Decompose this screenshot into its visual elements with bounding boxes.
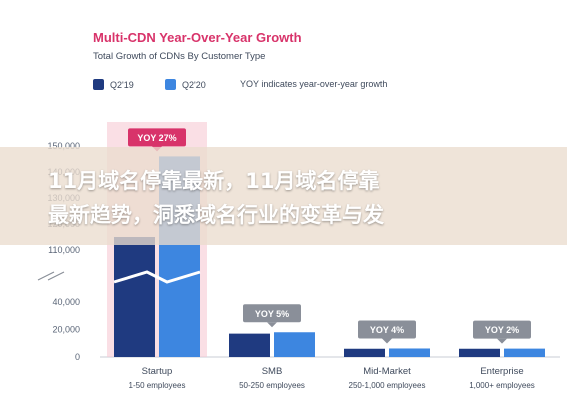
- y-tick-label: 150,000: [47, 141, 80, 151]
- yoy-label: YOY 5%: [255, 309, 289, 319]
- overlay-title-line1: 11月域名停靠最新，11月域名停靠: [48, 169, 380, 193]
- bar-q220: [274, 332, 315, 357]
- category-sublabel: 1,000+ employees: [469, 381, 535, 390]
- yoy-badge: [128, 128, 186, 147]
- category-label: Startup: [142, 366, 173, 377]
- yoy-badge-pointer: [497, 338, 507, 344]
- category-label: Enterprise: [480, 366, 523, 377]
- yoy-badge: [243, 304, 301, 323]
- bar-q220: [504, 348, 545, 357]
- bar-q220: [389, 348, 430, 357]
- legend-q219-label: Q2'19: [110, 79, 134, 90]
- category-sublabel: 50-250 employees: [239, 381, 305, 390]
- yoy-badge-pointer: [382, 338, 392, 344]
- y-tick-label: 20,000: [52, 325, 80, 335]
- overlay-title-line2: 最新趋势，洞悉域名行业的变革与发: [48, 203, 384, 227]
- overlay-title: 11月域名停靠最新，11月域名停靠 最新趋势，洞悉域名行业的变革与发: [48, 164, 567, 232]
- yoy-label: YOY 4%: [370, 325, 404, 335]
- legend-q220-label: Q2'20: [182, 79, 206, 90]
- y-tick-label: 110,000: [48, 245, 80, 255]
- category-sublabel: 1-50 employees: [129, 381, 186, 390]
- chart-title: Multi-CDN Year-Over-Year Growth: [93, 30, 302, 45]
- bar-break-mark: [113, 270, 201, 284]
- category-label: SMB: [262, 366, 283, 377]
- legend-yoy-note: YOY indicates year-over-year growth: [240, 79, 387, 89]
- axis-break-mark: [37, 271, 65, 281]
- legend-q219-swatch: [93, 79, 104, 90]
- legend-yoy-note-text: YOY indicates year-over-year growth: [240, 79, 388, 89]
- chart-subtitle: Total Growth of CDNs By Customer Type: [93, 51, 266, 62]
- yoy-badge: [358, 320, 416, 339]
- bar-q219: [229, 333, 270, 357]
- yoy-label: YOY 2%: [485, 325, 519, 335]
- yoy-badge-pointer: [267, 322, 277, 328]
- legend-q220: Q2'20: [165, 79, 206, 90]
- legend-q219: Q2'19: [93, 79, 134, 90]
- yoy-label: YOY 27%: [137, 133, 176, 143]
- y-tick-label: 0: [75, 352, 80, 362]
- y-tick-label: 40,000: [52, 297, 80, 307]
- legend-q220-swatch: [165, 79, 176, 90]
- yoy-badge: [473, 320, 531, 339]
- bar-q219: [344, 348, 385, 357]
- bar-q219: [459, 348, 500, 357]
- category-sublabel: 250-1,000 employees: [349, 381, 426, 390]
- bar-q219: [114, 237, 155, 357]
- category-label: Mid-Market: [363, 366, 411, 377]
- title-overlay-band: [0, 147, 567, 245]
